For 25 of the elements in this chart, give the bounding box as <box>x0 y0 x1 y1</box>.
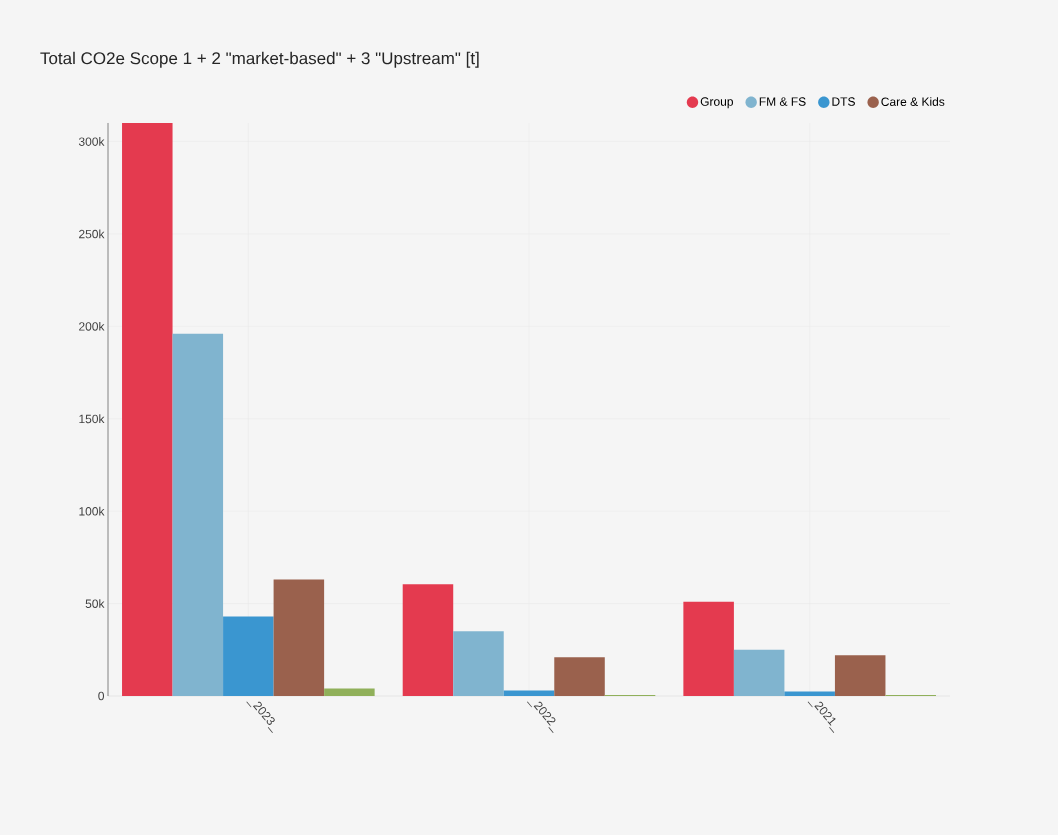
bar <box>683 601 734 696</box>
bar <box>503 690 555 696</box>
bar <box>453 631 504 696</box>
bar <box>402 584 454 696</box>
bar <box>273 579 325 696</box>
bar <box>733 649 785 696</box>
bar <box>834 655 886 696</box>
bar <box>784 691 835 696</box>
bar <box>223 616 274 696</box>
bar <box>172 333 224 696</box>
legend-label: FM & FS <box>759 97 806 106</box>
chart-title: Total CO2e Scope 1 + 2 "market-based" + 3 "Upstream" [t] <box>40 51 479 68</box>
bar <box>554 657 605 696</box>
y-tick-label: 50k <box>85 599 105 608</box>
y-tick-label: 150k <box>79 414 105 424</box>
legend-label: Care & Kids <box>881 97 945 106</box>
y-tick-label: 250k <box>79 229 105 239</box>
y-tick-label: 100k <box>79 506 105 516</box>
y-tick-label: 200k <box>79 321 105 331</box>
legend-label: DTS <box>832 97 855 106</box>
bar <box>324 688 375 696</box>
y-tick-label: 300k <box>78 137 105 146</box>
bar <box>122 122 173 696</box>
y-tick-label: 0 <box>98 691 105 701</box>
legend-label: Group <box>700 97 733 109</box>
